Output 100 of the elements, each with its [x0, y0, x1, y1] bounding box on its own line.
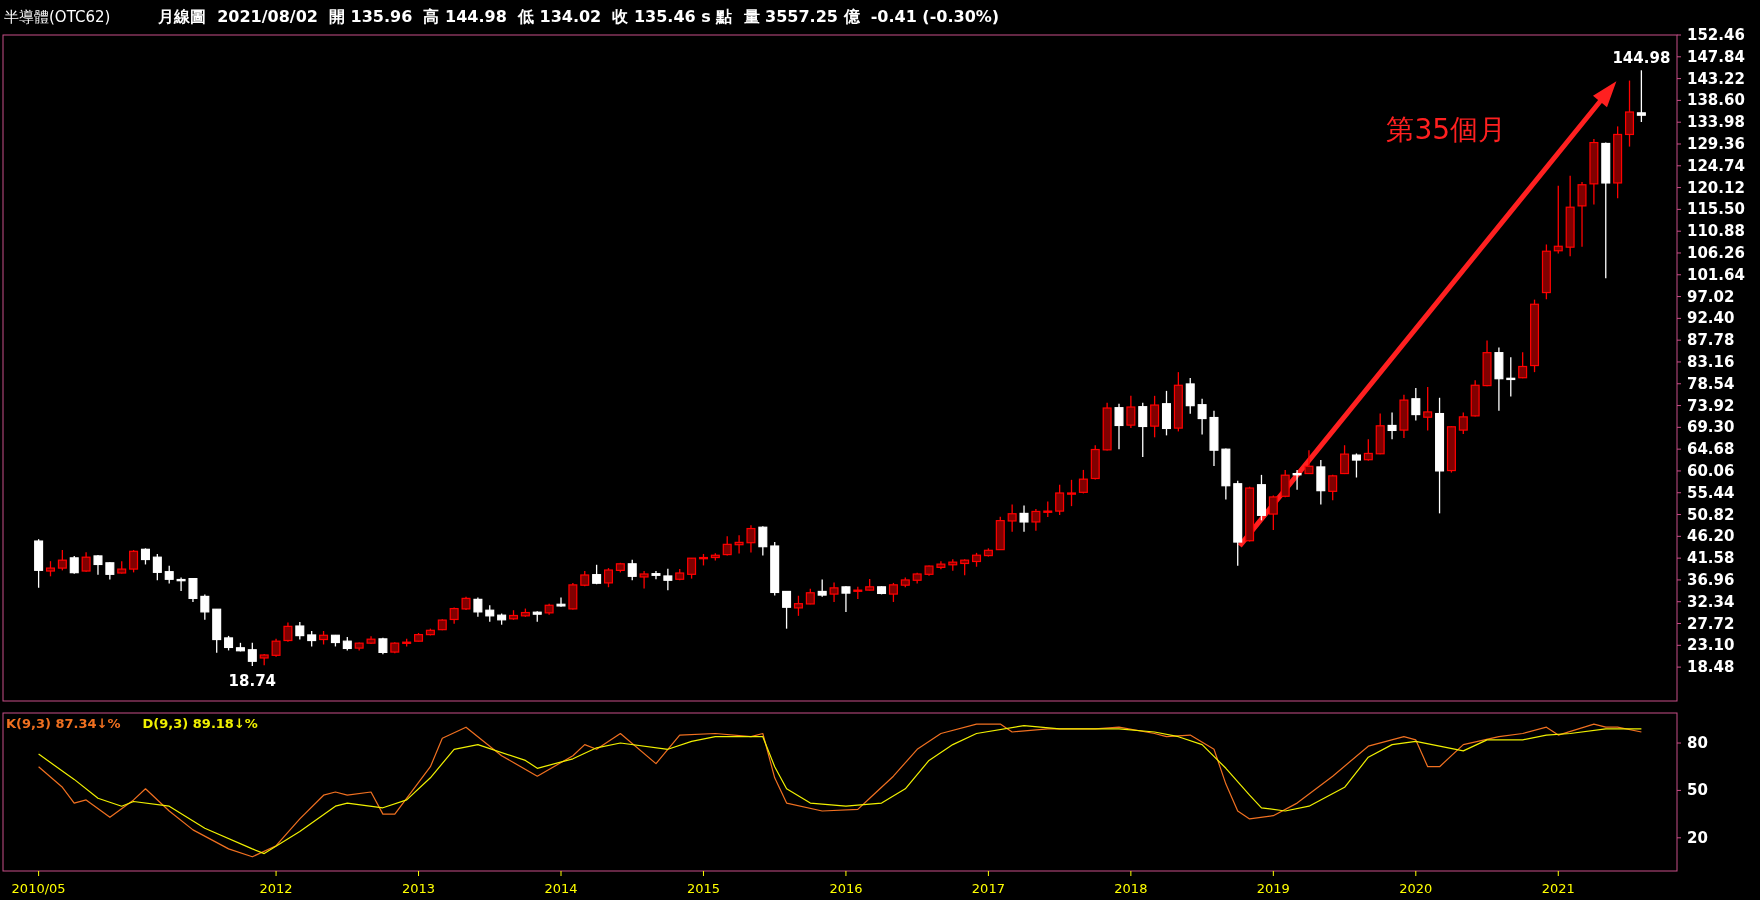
candlestick	[1114, 403, 1124, 450]
x-tick-label: 2019	[1256, 881, 1290, 896]
y-tick-label: 78.54	[1687, 374, 1735, 393]
y-tick-label: 55.44	[1687, 483, 1735, 502]
candlestick	[1268, 494, 1278, 531]
text: D(9,3) 89.18↓%	[142, 716, 258, 731]
y-tick-label: 60.06	[1687, 461, 1735, 480]
candlestick	[1185, 377, 1195, 415]
y-tick-label: 73.92	[1687, 396, 1735, 415]
candlestick	[888, 582, 898, 603]
candlestick	[734, 534, 744, 555]
x-tick-label: 2016	[829, 881, 863, 896]
y-tick-label: 20	[1687, 828, 1708, 847]
candlestick	[1197, 398, 1207, 436]
y-tick-label: 138.60	[1687, 91, 1745, 110]
candlestick	[188, 577, 198, 603]
y-tick-label: 50	[1687, 781, 1708, 800]
candlestick	[758, 525, 768, 557]
candlestick	[1423, 386, 1433, 432]
candlestick	[1126, 395, 1136, 429]
y-tick-label: 143.22	[1687, 69, 1745, 88]
y-tick-label: 64.68	[1687, 440, 1735, 459]
candlestick	[1150, 395, 1160, 438]
annotation: 18.74	[228, 671, 277, 690]
y-tick-label: 101.64	[1687, 265, 1745, 284]
candlestick	[283, 621, 293, 643]
x-tick-label: 2021	[1541, 881, 1575, 896]
candlestick	[1518, 351, 1528, 379]
y-tick-label: 115.50	[1687, 200, 1745, 219]
y-tick-label: 129.36	[1687, 134, 1745, 153]
x-tick-label: 2020	[1399, 881, 1433, 896]
candlestick	[1280, 469, 1290, 498]
candlestick	[1316, 459, 1326, 506]
y-tick-label: 106.26	[1687, 243, 1745, 262]
x-tick-label: 2018	[1114, 881, 1148, 896]
candlestick	[1066, 479, 1077, 507]
chart-title: 半導體(OTC62)	[4, 8, 111, 26]
candlestick	[1577, 181, 1587, 248]
candlestick	[603, 567, 614, 588]
candlestick	[1328, 474, 1338, 501]
candlestick	[639, 570, 649, 590]
candlestick	[176, 576, 186, 592]
candlestick	[746, 524, 756, 554]
candlestick	[1363, 438, 1373, 462]
candlestick	[1340, 444, 1350, 475]
candlestick	[200, 593, 210, 621]
candlestick	[1138, 402, 1148, 458]
candlestick	[841, 585, 851, 613]
x-tick-label: 2010/05	[11, 881, 66, 896]
candlestick	[1007, 503, 1017, 533]
y-tick-label: 110.88	[1687, 222, 1745, 241]
x-tick-label: 2017	[971, 881, 1005, 896]
y-tick-label: 32.34	[1687, 592, 1735, 611]
y-tick-label: 18.48	[1687, 658, 1735, 677]
candlestick	[57, 549, 67, 572]
candlestick	[782, 590, 792, 630]
candlestick	[247, 642, 257, 667]
candlestick	[829, 581, 839, 603]
candlestick	[1411, 387, 1421, 422]
y-tick-label: 23.10	[1687, 636, 1735, 655]
y-tick-label: 97.02	[1687, 287, 1735, 306]
y-tick-label: 120.12	[1687, 178, 1745, 197]
y-tick-label: 92.40	[1687, 309, 1735, 328]
x-tick-label: 2012	[259, 881, 293, 896]
candlestick	[81, 551, 91, 573]
candlestick	[1292, 469, 1302, 491]
candlestick	[687, 557, 697, 580]
candlestick	[1055, 484, 1065, 516]
candlestick	[473, 596, 483, 618]
candlestick	[556, 596, 566, 608]
candlestick	[129, 549, 139, 574]
candlestick	[1019, 504, 1029, 533]
y-tick-label: 50.82	[1687, 505, 1735, 524]
candlestick	[1031, 508, 1041, 532]
y-tick-label: 27.72	[1687, 614, 1735, 633]
candlestick	[651, 570, 661, 580]
chart-subtitle: 月線圖 2021/08/02 開 135.96 高 144.98 低 134.02 收 135.46 s 點 量 3557.25 億 -0.41 (-0.30%)	[157, 7, 1000, 26]
candlestick	[152, 553, 162, 581]
candlestick	[1624, 79, 1635, 148]
x-tick-label: 2013	[401, 881, 436, 896]
y-tick-label: 87.78	[1687, 331, 1735, 350]
y-tick-label: 133.98	[1687, 113, 1745, 132]
candlestick	[1553, 185, 1563, 255]
text: K(9,3) 87.34↓%	[6, 716, 121, 731]
y-tick-label: 69.30	[1687, 418, 1735, 437]
candlestick	[1636, 69, 1646, 123]
y-tick-label: 83.16	[1687, 352, 1735, 371]
y-tick-label: 36.96	[1687, 570, 1735, 589]
y-tick-label: 152.46	[1687, 26, 1745, 44]
candlestick	[1506, 356, 1516, 398]
candlestick	[1458, 411, 1468, 435]
annotation: 144.98	[1612, 49, 1671, 68]
annotation: 第35個月	[1386, 113, 1507, 147]
candlestick	[793, 595, 803, 617]
candlestick	[722, 535, 732, 557]
candlestick	[1387, 411, 1397, 440]
candlestick	[663, 568, 673, 591]
candlestick	[627, 559, 637, 581]
candlestick	[1351, 452, 1361, 479]
y-tick-label: 80	[1687, 734, 1708, 753]
